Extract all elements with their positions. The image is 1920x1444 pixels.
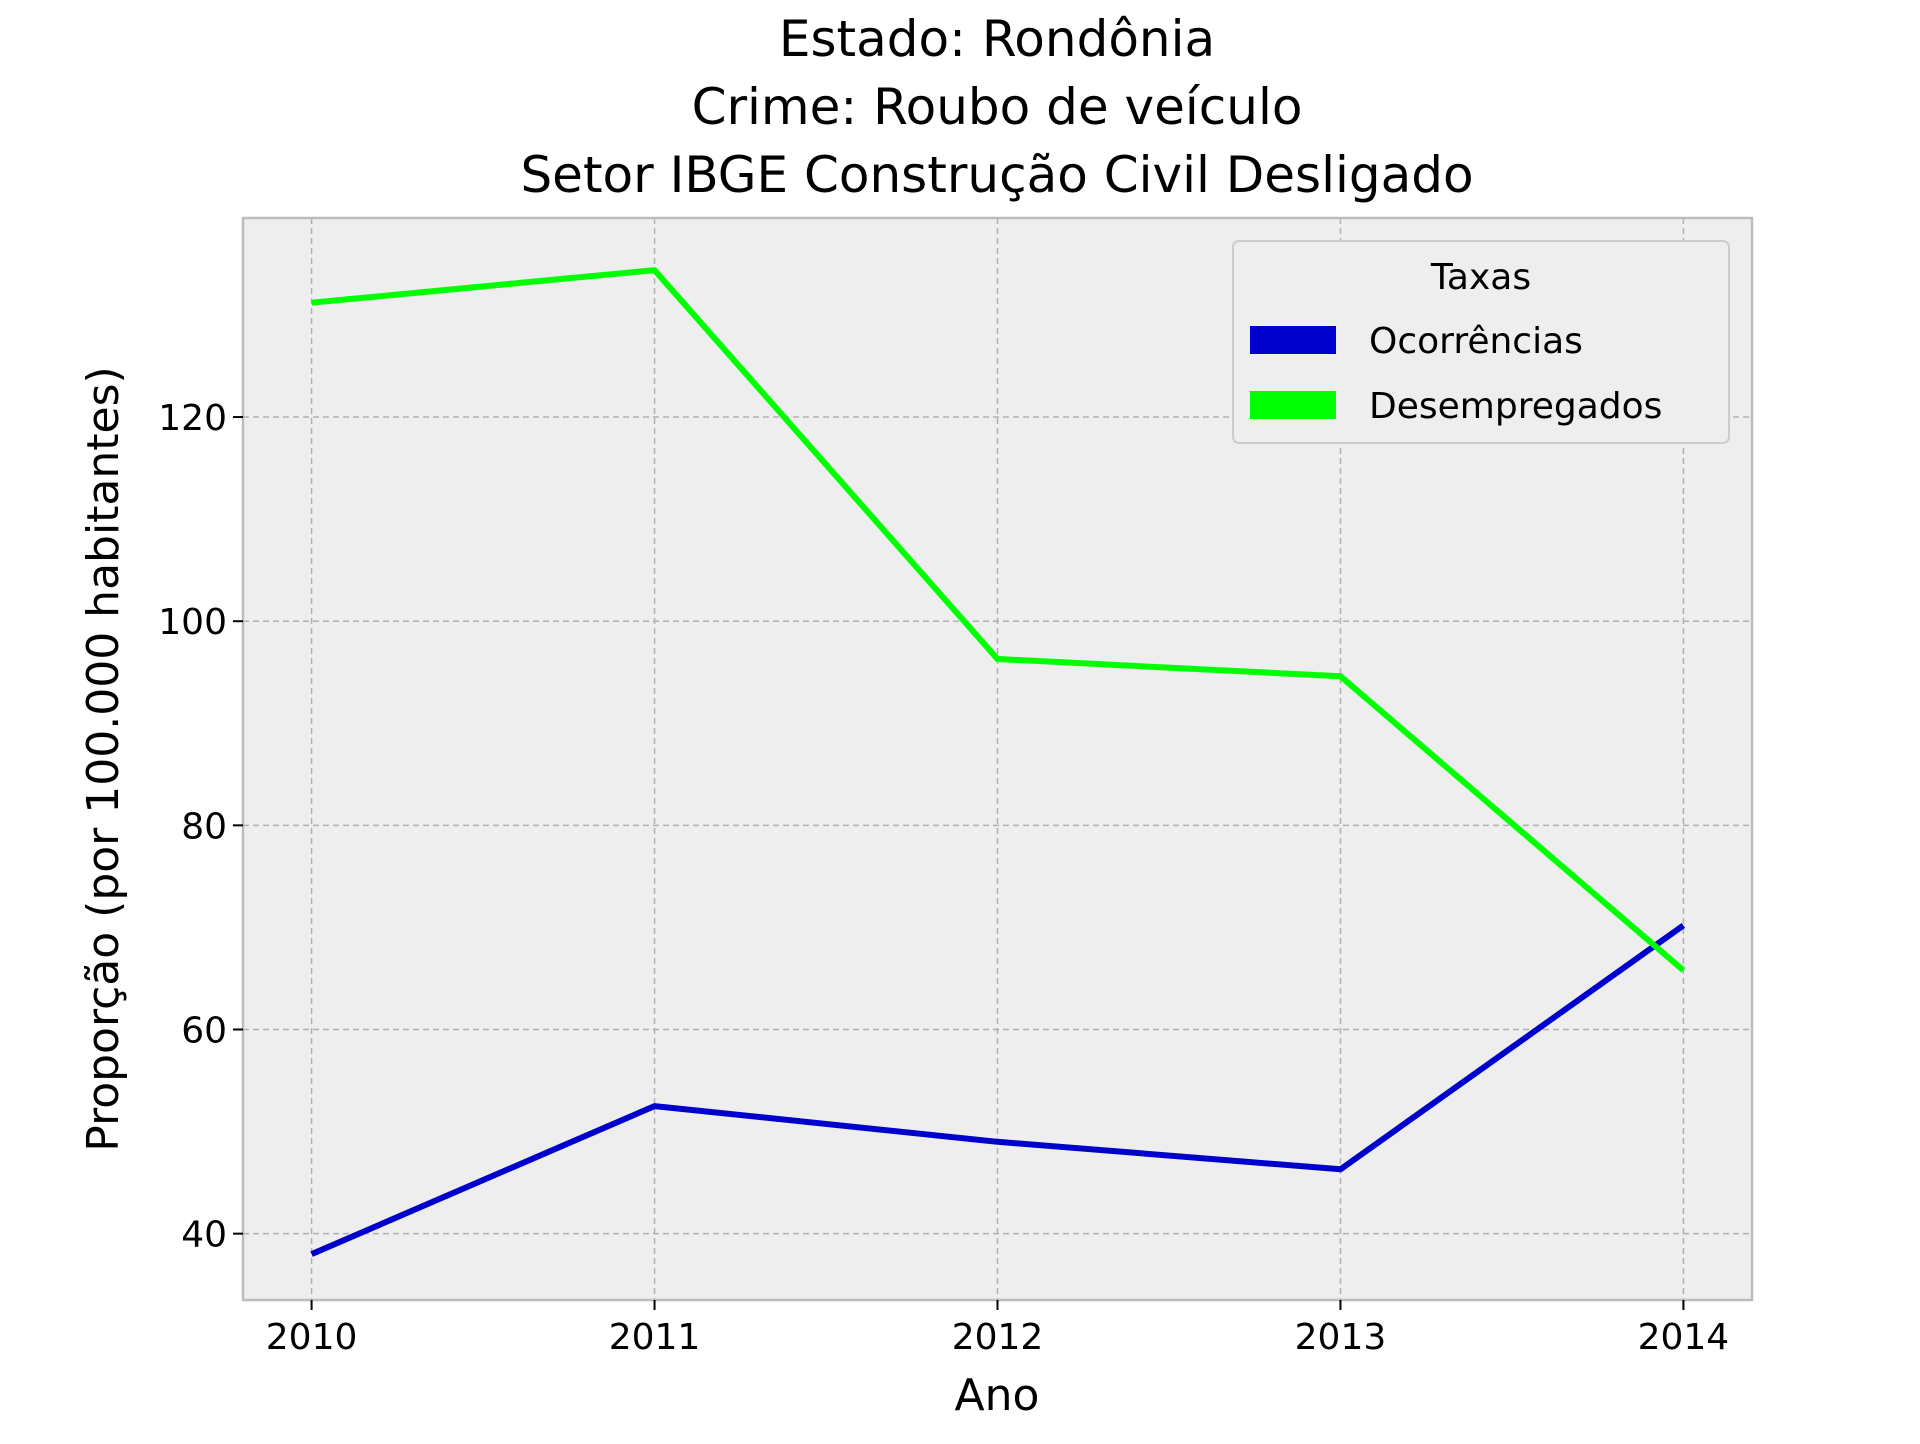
y-tick-label: 80 — [181, 806, 227, 847]
x-tick-label: 2013 — [1295, 1317, 1387, 1358]
x-tick-label: 2012 — [952, 1317, 1044, 1358]
legend: Taxas Ocorrências Desempregados — [1232, 240, 1730, 444]
x-axis-ticks: 2010 2011 2012 2013 2014 — [266, 1300, 1729, 1358]
legend-swatch — [1250, 391, 1336, 419]
y-tick-label: 100 — [158, 602, 227, 643]
chart-title-line: Setor IBGE Construção Civil Desligado — [520, 146, 1473, 204]
chart-title-line: Crime: Roubo de veículo — [692, 78, 1303, 136]
y-tick-label: 60 — [181, 1011, 227, 1052]
series-line-ocorrencias — [310, 922, 1686, 1257]
series-lines — [310, 267, 1686, 1257]
chart-title: Estado: Rondônia Crime: Roubo de veículo S… — [520, 10, 1473, 204]
chart-title-line: Estado: Rondônia — [779, 10, 1215, 68]
legend-title: Taxas — [1430, 257, 1531, 298]
x-axis-label: Ano — [955, 1370, 1040, 1421]
series-line-desempregados — [311, 267, 1686, 973]
x-tick-label: 2011 — [609, 1317, 701, 1358]
y-axis-label: Proporção (por 100.000 habitantes) — [78, 366, 129, 1151]
legend-label: Desempregados — [1369, 386, 1662, 427]
y-axis-ticks: 40 60 80 100 120 — [158, 398, 243, 1256]
x-tick-label: 2010 — [266, 1317, 358, 1358]
x-tick-label: 2014 — [1638, 1317, 1730, 1358]
legend-label: Ocorrências — [1369, 321, 1583, 362]
legend-box — [1232, 240, 1730, 444]
legend-swatch — [1250, 326, 1336, 354]
y-tick-label: 120 — [158, 398, 227, 439]
y-tick-label: 40 — [181, 1215, 227, 1256]
